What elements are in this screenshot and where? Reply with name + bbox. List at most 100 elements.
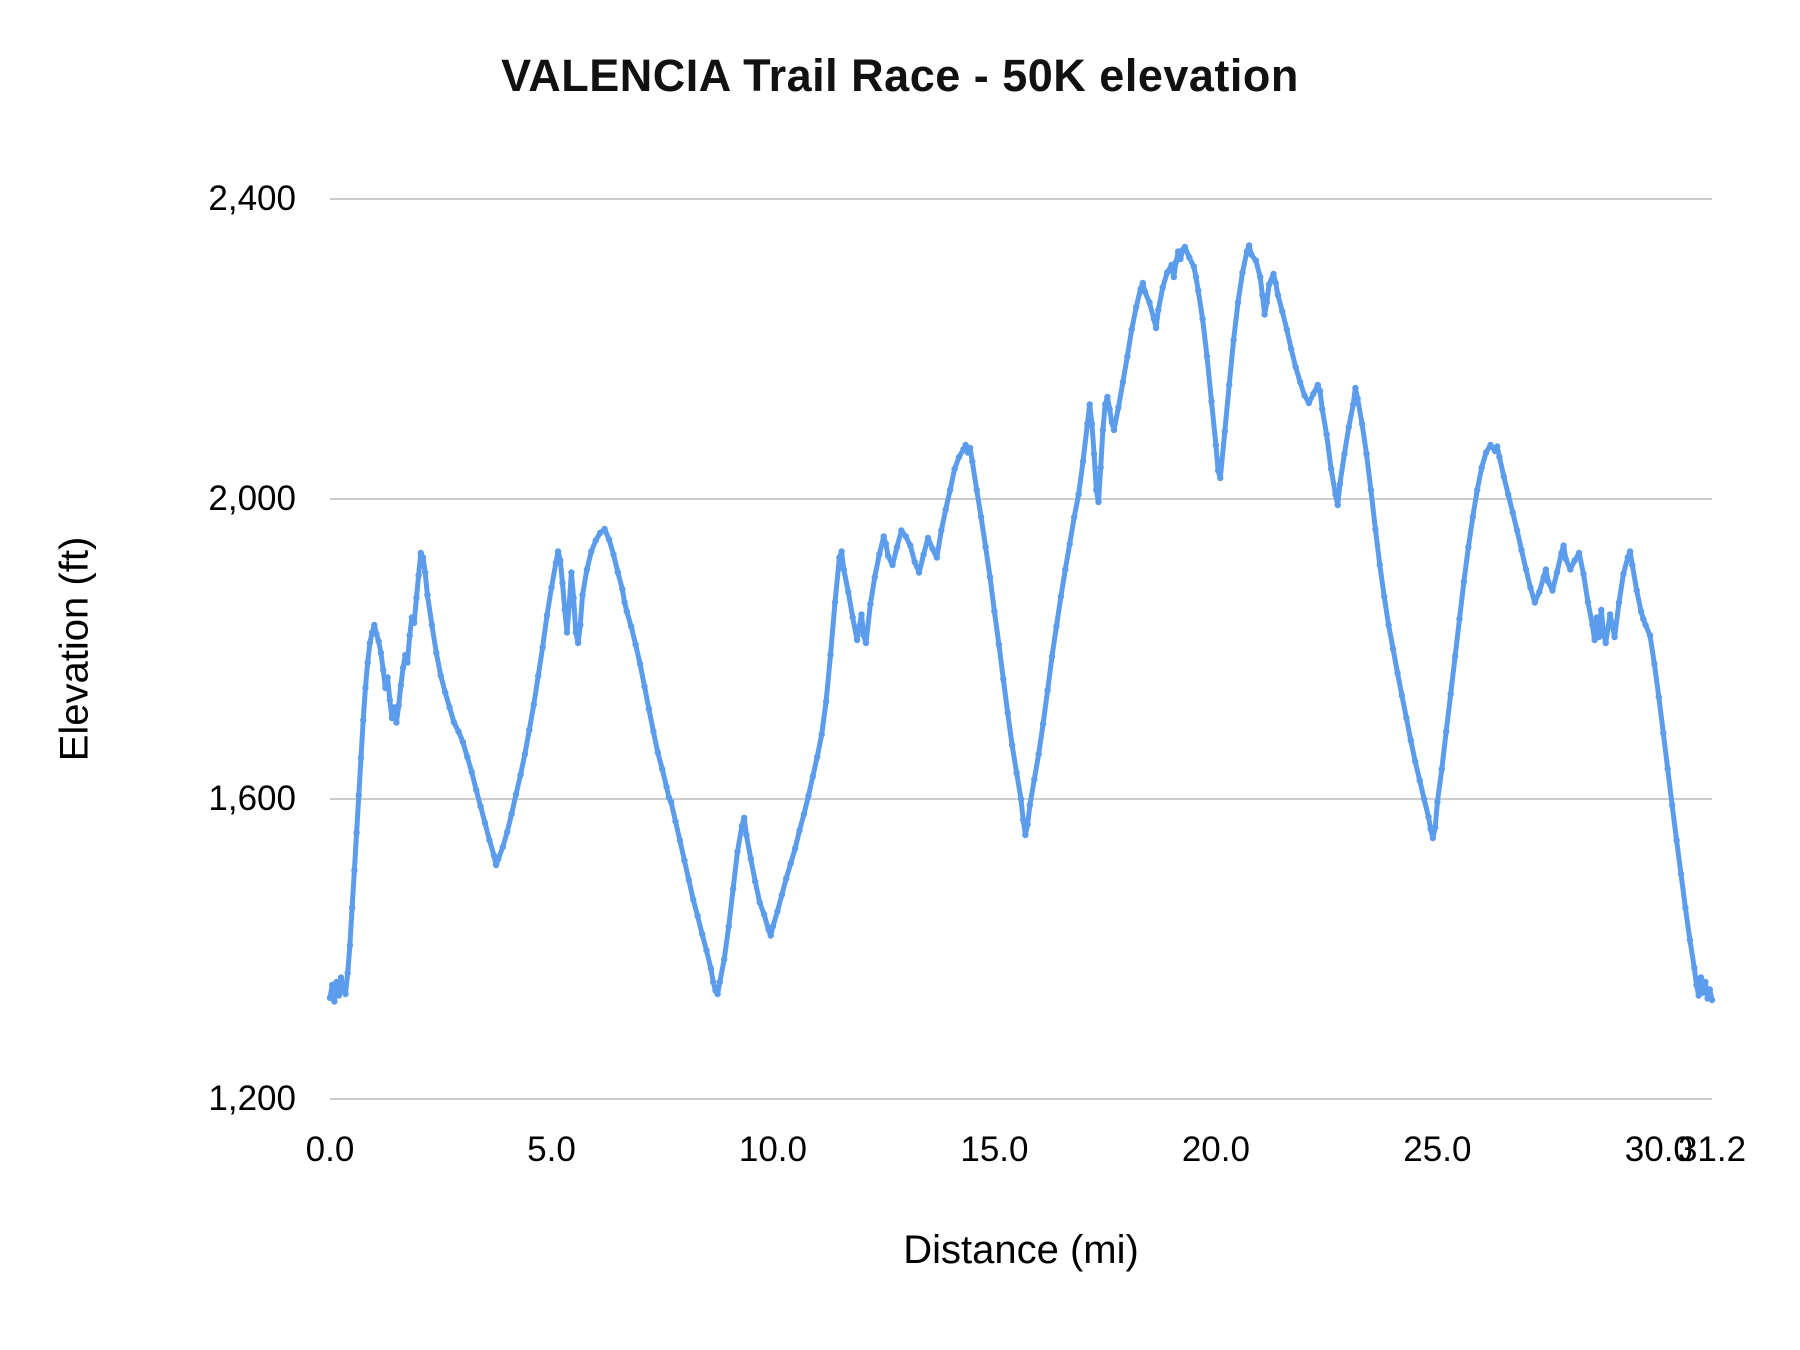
data-point: [548, 584, 555, 591]
data-point: [889, 561, 896, 569]
data-point: [1035, 750, 1042, 758]
data-point: [406, 632, 413, 639]
data-point: [1505, 491, 1512, 498]
y-tick-label: 2,000: [208, 479, 296, 518]
data-point: [929, 545, 936, 552]
data-point: [1482, 449, 1490, 456]
data-point: [1345, 423, 1353, 431]
data-point: [1119, 378, 1127, 386]
data-point: [331, 998, 338, 1005]
data-point: [1354, 395, 1361, 402]
data-point: [579, 591, 586, 599]
data-point: [1257, 273, 1264, 281]
y-tick-label: 2,400: [208, 179, 296, 218]
data-point: [1549, 587, 1556, 594]
data-point: [860, 632, 867, 639]
data-point: [1575, 549, 1583, 557]
data-point: [419, 554, 427, 561]
data-point: [366, 639, 374, 647]
x-tick-label: 5.0: [527, 1130, 576, 1169]
data-point: [1394, 669, 1401, 677]
data-point: [1589, 621, 1596, 629]
data-point: [1020, 816, 1027, 824]
data-point: [1314, 381, 1322, 389]
data-point: [1443, 728, 1450, 735]
data-point: [1164, 269, 1171, 276]
data-point: [583, 566, 591, 573]
data-point: [741, 814, 748, 821]
data-point: [1017, 795, 1025, 803]
data-point: [1199, 315, 1206, 323]
data-point: [1226, 381, 1233, 389]
data-point: [1593, 614, 1601, 621]
data-point: [1358, 420, 1366, 428]
data-point: [778, 891, 785, 899]
data-point: [570, 594, 577, 602]
data-point: [333, 978, 340, 986]
data-point: [946, 486, 954, 494]
data-point: [373, 630, 380, 638]
data-point: [384, 674, 391, 681]
data-point: [871, 573, 878, 581]
data-point: [335, 992, 343, 999]
data-point: [995, 641, 1003, 648]
data-point: [1048, 653, 1056, 660]
data-point: [437, 672, 444, 679]
data-point: [477, 803, 484, 810]
x-tick-label: 10.0: [738, 1130, 807, 1169]
data-point: [1323, 431, 1330, 438]
data-point: [982, 543, 989, 551]
data-point: [867, 600, 874, 608]
data-point: [1093, 486, 1100, 494]
data-point: [1203, 353, 1211, 360]
data-point: [663, 783, 670, 791]
data-point: [838, 548, 845, 555]
y-tick-label: 1,600: [208, 779, 296, 818]
data-point: [1327, 465, 1335, 473]
data-point: [574, 639, 582, 647]
data-point: [1350, 401, 1357, 408]
data-point: [907, 542, 914, 549]
data-point: [1263, 299, 1271, 306]
data-point: [853, 636, 861, 644]
data-point: [1110, 426, 1118, 434]
data-point: [840, 566, 847, 573]
data-point: [415, 572, 422, 579]
data-point: [1214, 467, 1222, 474]
data-point: [1192, 273, 1200, 281]
data-point: [628, 623, 635, 630]
data-point: [1292, 363, 1299, 371]
x-axis-title: Distance (mi): [903, 1228, 1139, 1272]
data-point: [355, 792, 362, 799]
data-point: [1600, 629, 1607, 636]
data-point: [1208, 398, 1215, 405]
data-point: [1611, 633, 1618, 641]
data-point: [747, 855, 754, 863]
data-point: [1403, 714, 1410, 722]
data-point: [377, 649, 385, 656]
data-point: [1567, 566, 1574, 573]
data-point: [1668, 801, 1676, 809]
data-point: [413, 594, 420, 602]
data-point: [1376, 561, 1384, 569]
data-point: [973, 486, 980, 494]
data-point: [1531, 599, 1539, 606]
data-point: [402, 651, 409, 659]
data-point: [1571, 557, 1578, 564]
data-point: [1139, 279, 1147, 287]
data-point: [690, 896, 697, 903]
data-point: [1341, 450, 1348, 458]
data-point: [1629, 561, 1636, 569]
data-point: [1677, 870, 1685, 878]
data-point: [386, 696, 393, 704]
data-point: [1509, 509, 1516, 516]
data-point: [969, 458, 976, 465]
data-point: [1234, 299, 1242, 306]
data-point: [1248, 251, 1255, 258]
data-point: [601, 525, 608, 533]
data-point: [933, 554, 940, 561]
data-point: [787, 860, 794, 867]
data-point: [428, 621, 436, 629]
data-point: [1152, 324, 1160, 332]
